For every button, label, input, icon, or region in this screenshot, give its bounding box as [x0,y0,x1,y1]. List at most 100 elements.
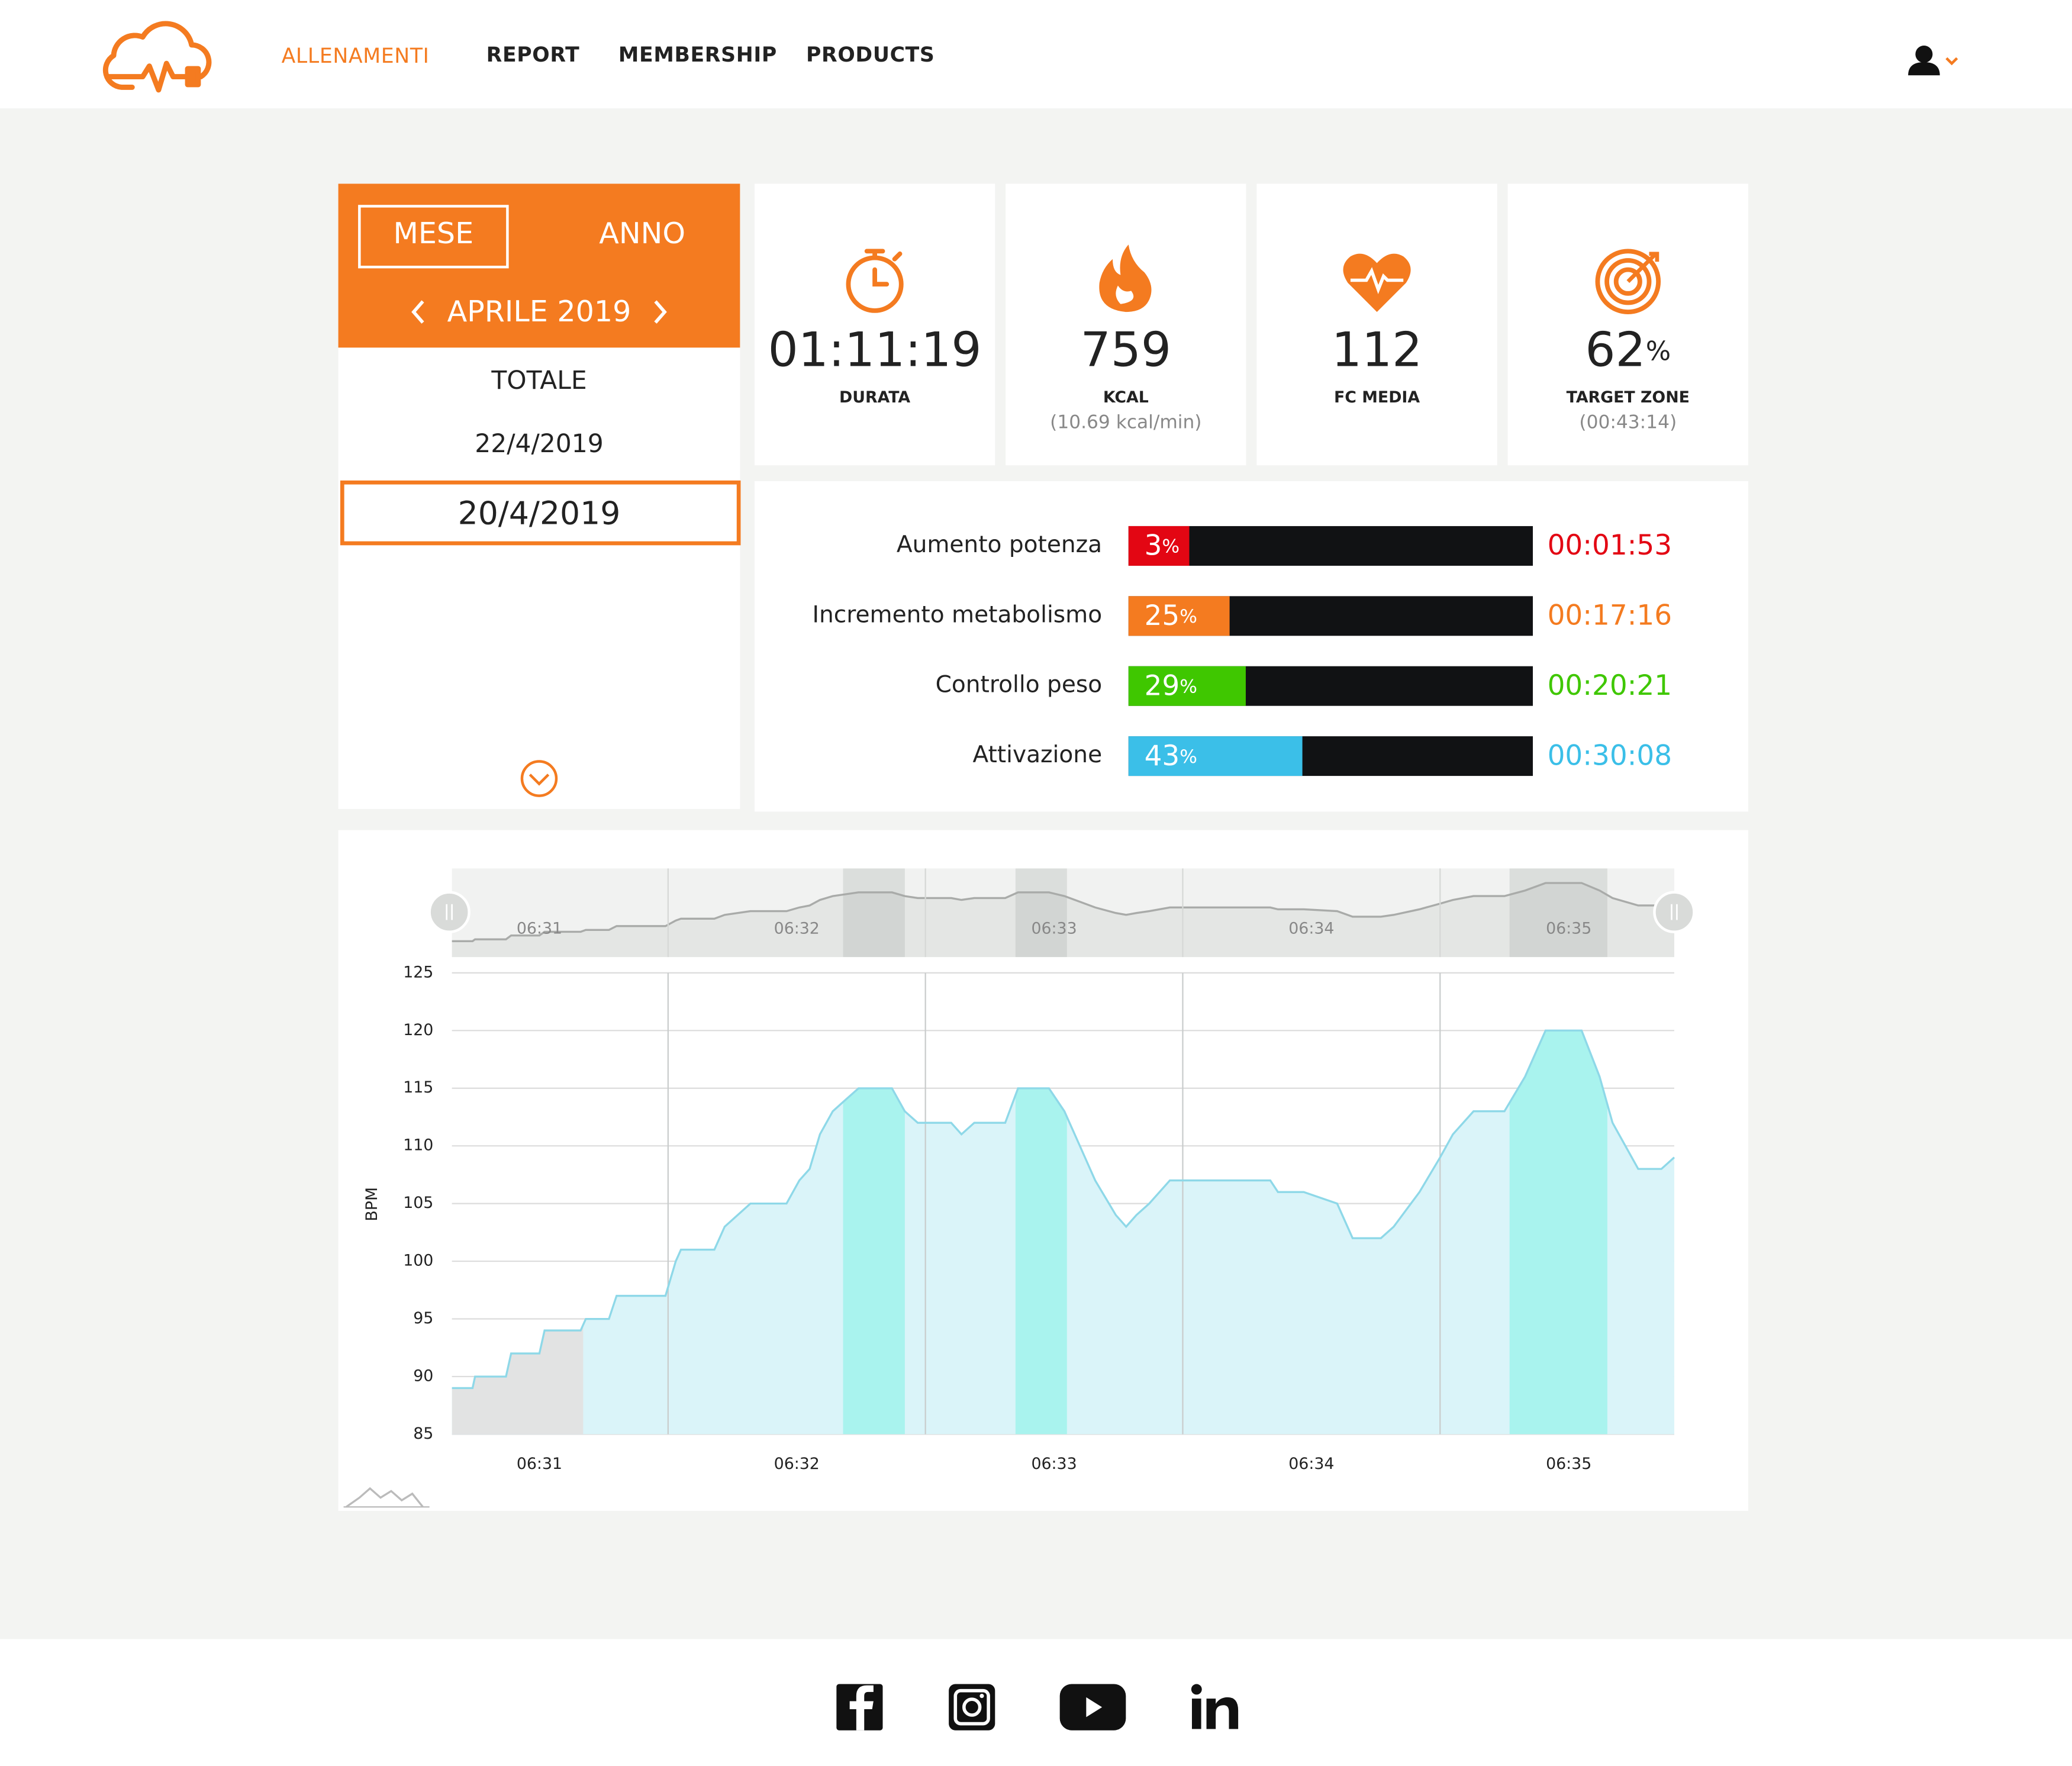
stat-value: 62% [1585,321,1671,377]
session-item[interactable]: 22/4/2019 [475,430,603,459]
y-tick-label: 115 [403,1078,433,1097]
session-selected[interactable] [340,480,741,546]
stat-label: DURATA [839,388,910,407]
period-label: APRILE 2019 [447,294,631,328]
stat-sub: (10.69 kcal/min) [1050,412,1201,433]
y-tick-label: 100 [403,1252,433,1270]
header-bar [0,0,2072,109]
navigator-band [1509,868,1607,958]
zone-percent-number: 3 [1145,529,1162,562]
stat-label: FC MEDIA [1334,388,1420,407]
stat-value-number: 62 [1585,321,1645,377]
user-menu[interactable] [1908,46,1958,76]
stat-card: 01:11:19 DURATA [754,183,995,466]
zone-time: 00:30:08 [1548,739,1672,772]
zone-bar [1128,736,1303,776]
y-tick-label: 90 [413,1367,433,1385]
zone-name: Incremento metabolismo [813,601,1103,628]
linkedin-link[interactable] [1191,1684,1239,1729]
tab-selected[interactable] [358,205,509,269]
zone-bar [1128,666,1246,706]
navigator-handle-grip [1671,904,1678,920]
zone-track [1128,526,1533,566]
zone-percent-number: 43 [1145,739,1180,772]
tab[interactable]: MESE [394,216,474,250]
area-line [452,1029,1675,1390]
session-list [338,347,740,809]
navigator-band [1015,868,1067,958]
zone-percent-unit: % [1180,746,1197,768]
prev-arrow[interactable] [411,300,424,324]
nav-link[interactable]: PRODUCTS [806,43,935,67]
stat-value: 01:11:19 [768,321,982,377]
session-item[interactable]: TOTALE [491,366,587,395]
target-icon [1604,258,1652,305]
flame-icon [1099,244,1152,312]
y-axis-label: BPM [363,1187,381,1222]
tab[interactable]: ANNO [599,216,685,250]
navigator-handle[interactable] [1653,891,1696,933]
stat-card: 62% TARGET ZONE (00:43:14) [1507,183,1748,466]
y-tick-label: 120 [403,1021,433,1039]
stat-label: TARGET ZONE [1567,388,1690,407]
zone-name: Aumento potenza [897,531,1102,558]
zone-time: 00:20:21 [1548,669,1672,702]
zone-percent-number: 25 [1145,600,1180,632]
youtube-link[interactable] [1059,1684,1126,1730]
footer-bar [0,1639,2072,1766]
more-button[interactable] [520,760,558,797]
facebook-link[interactable] [836,1684,883,1730]
y-tick-label: 105 [403,1194,433,1212]
navigator-band [843,868,905,958]
target-icon [1613,267,1642,296]
nav-link[interactable]: ALLENAMENTI [282,44,430,68]
chart-icon [346,1487,424,1508]
instagram-link[interactable] [949,1684,995,1730]
navigator-line [452,882,1675,942]
zone-percent: 29% [1145,669,1197,702]
x-tick-label: 06:31 [517,1455,562,1473]
next-arrow[interactable] [654,300,667,324]
x-tick-label: 06:35 [1546,1455,1591,1473]
target-icon [1595,249,1661,315]
y-tick-label: 95 [413,1309,433,1327]
zone-percent: 3% [1145,529,1180,562]
navigator-handle[interactable] [428,891,471,933]
stat-label: KCAL [1103,388,1149,407]
x-tick-label: 06:32 [774,1455,820,1473]
session-item[interactable]: 20/4/2019 [458,495,621,532]
stat-value: 759 [1081,321,1171,377]
stat-value-number: 01:11:19 [768,321,982,377]
stat-value-number: 759 [1081,321,1171,377]
target-band [1509,1030,1607,1435]
stat-card-bg [754,183,995,466]
zone-bar [1128,526,1190,566]
x-tick-label: 06:34 [1288,1455,1334,1473]
zone-percent: 25% [1145,600,1197,632]
navigator-tick-label: 06:35 [1546,920,1591,938]
x-tick-label: 06:33 [1031,1455,1077,1473]
stat-card: 759 KCAL (10.69 kcal/min) [1006,183,1246,466]
navigator-handle-knob [428,891,471,933]
navigator-tick-label: 06:31 [517,920,562,938]
stat-value: 112 [1332,321,1422,377]
y-tick-label: 85 [413,1425,433,1443]
stat-value-unit: % [1646,336,1671,366]
navigator-area [452,883,1674,958]
zone-percent-unit: % [1180,606,1197,627]
stopwatch-icon [864,249,903,287]
nav-link[interactable]: MEMBERSHIP [618,43,777,67]
stat-card: 112 FC MEDIA [1256,183,1497,466]
zone-percent-unit: % [1162,536,1180,557]
logo[interactable] [102,21,212,93]
zone-time: 00:17:16 [1548,600,1672,632]
stat-card-bg [1006,183,1246,466]
nav-link[interactable]: REPORT [486,43,580,67]
target-band [843,1030,905,1435]
navigator-handle-grip [446,904,453,920]
zone-name: Controllo peso [936,672,1103,698]
stat-card-bg [1507,183,1748,466]
